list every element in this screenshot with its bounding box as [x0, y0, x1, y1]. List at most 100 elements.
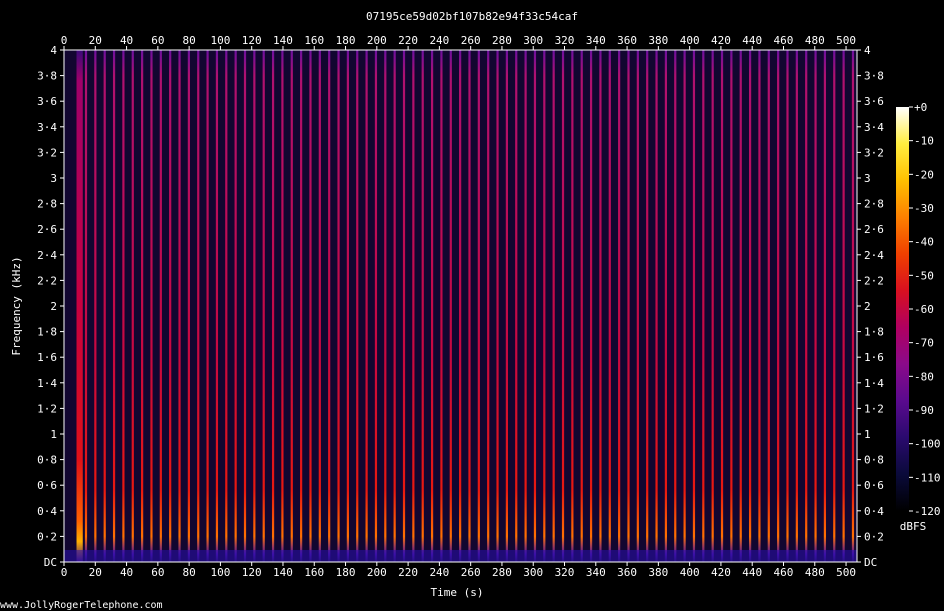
- pulse-column: [683, 50, 686, 562]
- onset-band: [76, 50, 83, 562]
- x-tick-label: 260: [461, 566, 481, 579]
- x-tick-label: 0: [61, 566, 68, 579]
- colorbar-tick-label: -50: [914, 269, 934, 282]
- colorbar-tick-label: -20: [914, 168, 934, 181]
- pulse-column: [169, 50, 172, 562]
- y-tick-label: 1·2: [37, 402, 57, 415]
- x-tick-label: 440: [742, 566, 762, 579]
- x-tick-label: 200: [367, 566, 387, 579]
- pulse-column: [131, 50, 134, 562]
- pulse-column: [702, 50, 705, 562]
- x-tick-label: 480: [805, 566, 825, 579]
- pulse-column: [664, 50, 668, 562]
- pulse-column: [384, 50, 387, 562]
- x-tick-label: 20: [89, 34, 102, 47]
- pulse-column: [412, 50, 415, 562]
- x-tick-label: 200: [367, 34, 387, 47]
- y-tick-label: 3·6: [864, 95, 884, 108]
- pulse-column: [281, 50, 284, 562]
- pulse-column: [720, 50, 724, 562]
- pulse-column: [711, 50, 714, 562]
- x-tick-label: 40: [120, 566, 133, 579]
- pulse-column: [524, 50, 527, 562]
- x-tick-label: 380: [648, 566, 668, 579]
- y-tick-label: 2·4: [37, 249, 57, 262]
- colorbar-ticks: +0 -10 -20 -30 -40 -50 -60 -70 -80 -90 -100 -110 -12…: [909, 101, 941, 518]
- x-tick-label: 160: [304, 566, 324, 579]
- pulse-column: [150, 50, 153, 562]
- pulse-column: [402, 50, 406, 562]
- y-tick-label: 3·8: [37, 70, 57, 83]
- x-tick-label: 380: [648, 34, 668, 47]
- y-tick-label: 1·4: [37, 377, 57, 390]
- x-tick-label: 460: [774, 566, 794, 579]
- y-tick-label: 2: [50, 300, 57, 313]
- pulse-column: [580, 50, 583, 562]
- pulse-column: [187, 50, 190, 562]
- pulse-column: [674, 50, 677, 562]
- y-tick-label: 3·8: [864, 70, 884, 83]
- watermark: www.JollyRogerTelephone.com: [0, 600, 163, 611]
- pulse-column: [271, 50, 275, 562]
- x-tick-label: 360: [617, 566, 637, 579]
- pulse-column: [627, 50, 630, 562]
- pulse-column: [243, 50, 247, 562]
- colorbar-tick-label: -90: [914, 404, 934, 417]
- x-tick-label: 300: [523, 566, 543, 579]
- y-tick-label: 2·8: [37, 198, 57, 211]
- y-tick-label: DC: [864, 556, 877, 569]
- y-tick-label: 2·8: [864, 198, 884, 211]
- x-tick-label: 460: [774, 34, 794, 47]
- y-tick-label: 2·6: [864, 223, 884, 236]
- colorbar-tick-label: +0: [914, 101, 927, 114]
- pulse-column: [599, 50, 602, 562]
- pulse-column: [449, 50, 452, 562]
- pulse-column: [253, 50, 256, 562]
- pulse-column: [421, 50, 424, 562]
- pulse-column: [215, 50, 219, 562]
- x-tick-label: 120: [242, 34, 262, 47]
- x-tick-label: 420: [711, 34, 731, 47]
- x-tick-label: 0: [61, 34, 68, 47]
- y-tick-label: 3·6: [37, 95, 57, 108]
- pulse-column: [805, 50, 808, 562]
- y-tick-label: 0·2: [864, 530, 884, 543]
- pulse-column: [851, 50, 855, 562]
- y-tick-label: 1: [864, 428, 871, 441]
- pulse-column: [748, 50, 752, 562]
- pulse-column: [655, 50, 658, 562]
- y-tick-label: 0·4: [864, 505, 884, 518]
- pulse-column: [505, 50, 508, 562]
- pulse-column: [328, 50, 331, 562]
- pulse-column: [103, 50, 106, 562]
- pulse-column: [833, 50, 836, 562]
- x-tick-label: 80: [183, 34, 196, 47]
- pulse-column: [122, 50, 125, 562]
- colorbar-tick-label: -80: [914, 370, 934, 383]
- pulse-column: [543, 50, 546, 562]
- x-tick-label: 140: [273, 34, 293, 47]
- pulse-column: [795, 50, 798, 562]
- pulse-column: [346, 50, 349, 562]
- pulse-column: [225, 50, 228, 562]
- pulse-column: [515, 50, 518, 562]
- x-tick-label: 100: [210, 566, 230, 579]
- dc-band: [64, 550, 857, 562]
- x-tick-label: 500: [836, 34, 856, 47]
- pulse-column: [758, 50, 761, 562]
- pulse-column: [814, 50, 817, 562]
- pulse-column: [533, 50, 537, 562]
- pulse-column: [84, 50, 88, 562]
- x-axis-ticks: 0 0 20 20 40 40 60 60 80 80 100 100 120 120 140 140 160 1…: [61, 34, 856, 579]
- x-tick-label: 160: [304, 34, 324, 47]
- y-tick-label: 0·6: [864, 479, 884, 492]
- pulse-column: [290, 50, 293, 562]
- y-tick-label: 1·8: [864, 326, 884, 339]
- pulse-column: [636, 50, 639, 562]
- pulse-column: [646, 50, 649, 562]
- pulse-column: [777, 50, 780, 562]
- pulse-column: [300, 50, 303, 562]
- pulse-column: [197, 50, 200, 562]
- pulse-column: [589, 50, 593, 562]
- colorbar-tick-label: -110: [914, 471, 941, 484]
